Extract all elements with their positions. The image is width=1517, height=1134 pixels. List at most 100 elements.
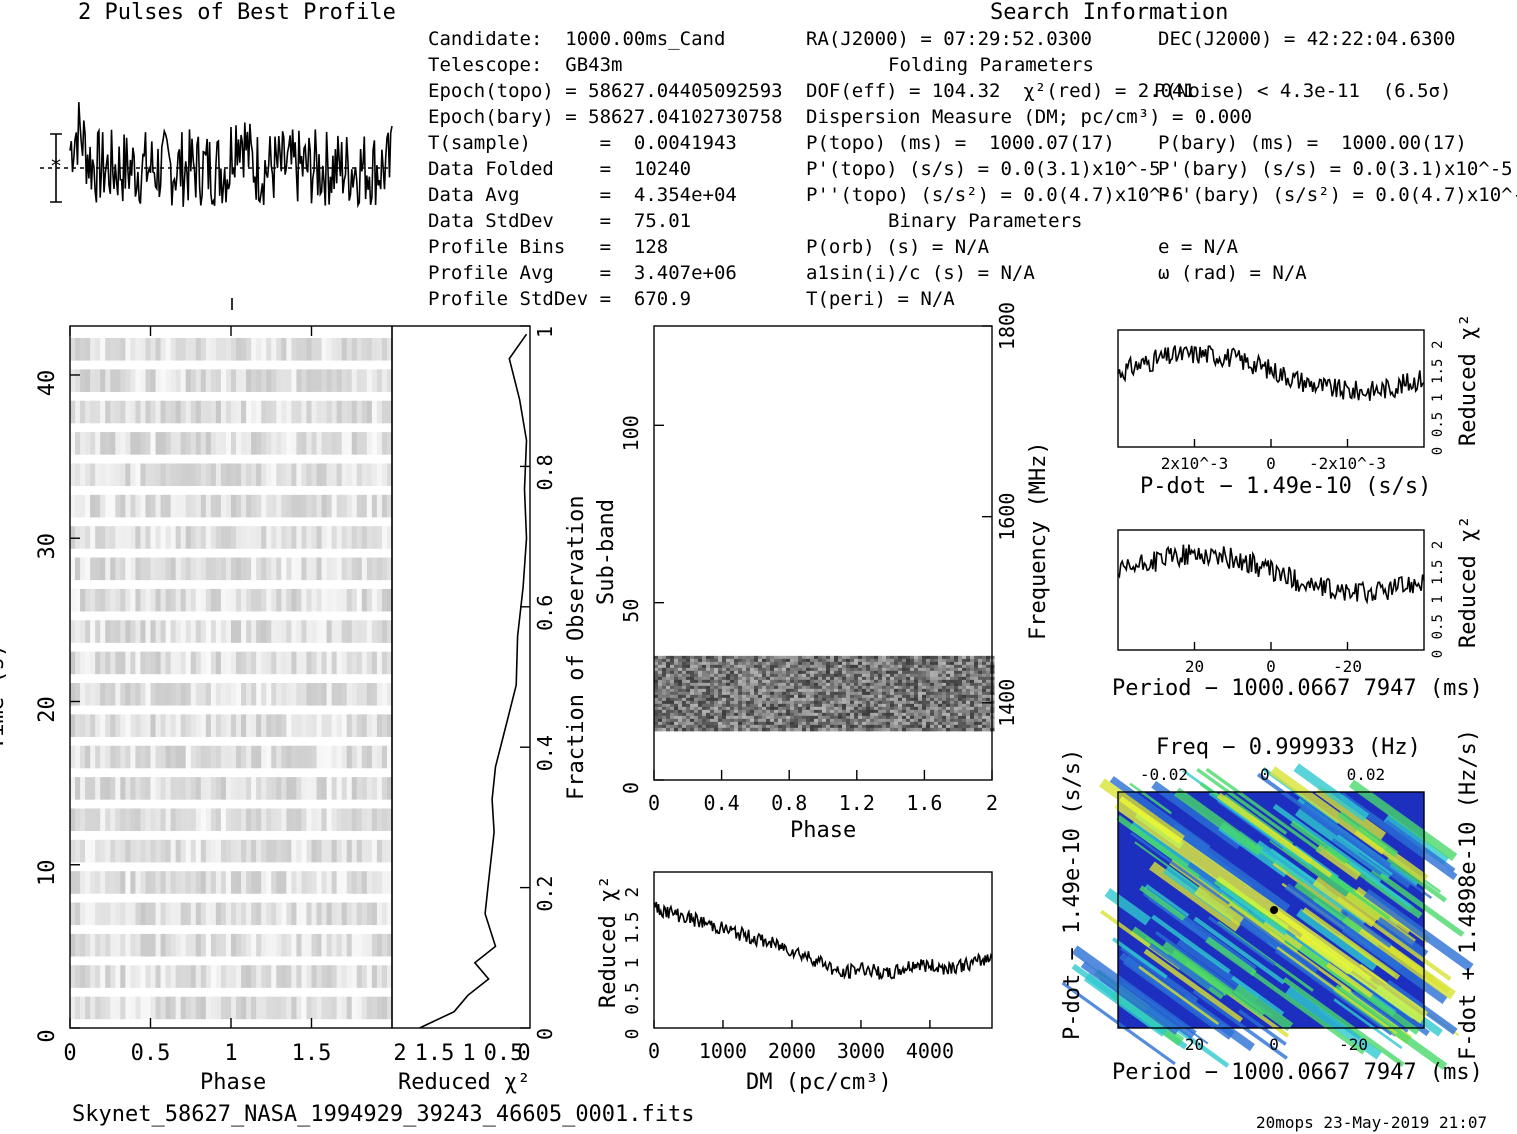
time-phase-cell bbox=[236, 902, 242, 926]
subband-cell bbox=[658, 691, 663, 696]
subband-cell bbox=[878, 676, 883, 681]
subband-cell bbox=[930, 664, 935, 669]
time-phase-cell bbox=[266, 839, 272, 863]
subband-cell bbox=[718, 715, 723, 720]
subband-cell bbox=[870, 673, 875, 678]
time-phase-cell bbox=[190, 620, 197, 643]
time-phase-cell bbox=[225, 588, 232, 612]
subband-cell bbox=[670, 715, 675, 720]
subband-cell bbox=[814, 727, 819, 732]
time-phase-cell bbox=[251, 839, 257, 863]
subband-cell bbox=[730, 691, 735, 696]
subband-cell bbox=[878, 712, 883, 717]
time-phase-cell bbox=[125, 369, 131, 392]
time-phase-cell bbox=[220, 494, 227, 518]
dm-chi2-tick-label: 1 bbox=[622, 958, 643, 969]
subband-cell bbox=[774, 706, 779, 711]
subband-cell bbox=[922, 727, 927, 732]
time-phase-cell bbox=[120, 933, 126, 957]
time-phase-cell bbox=[115, 902, 121, 926]
time-phase-cell bbox=[296, 526, 302, 549]
subband-cell bbox=[954, 718, 959, 723]
time-phase-cell bbox=[70, 839, 76, 863]
subband-cell bbox=[922, 706, 927, 711]
subband-cell bbox=[882, 679, 887, 684]
time-phase-cell bbox=[90, 557, 96, 581]
subband-cell bbox=[950, 712, 955, 717]
time-phase-cell bbox=[356, 808, 363, 832]
time-phase-cell bbox=[371, 714, 378, 737]
subband-cell bbox=[774, 700, 779, 705]
time-phase-cell bbox=[311, 526, 318, 549]
subband-cell bbox=[810, 679, 815, 684]
subband-cell bbox=[882, 709, 887, 714]
time-phase-cell bbox=[301, 933, 307, 957]
subband-cell bbox=[698, 664, 703, 669]
time-phase-cell bbox=[251, 902, 257, 926]
ppdot-stripe bbox=[1333, 998, 1403, 1050]
subband-cell bbox=[678, 718, 683, 723]
subband-cell bbox=[838, 685, 843, 690]
time-phase-cell bbox=[80, 463, 86, 487]
time-phase-cell bbox=[100, 494, 106, 518]
subband-cell bbox=[938, 715, 943, 720]
time-phase-cell bbox=[70, 588, 76, 612]
subband-cell bbox=[706, 700, 711, 705]
subband-cell bbox=[830, 703, 835, 708]
subband-cell bbox=[654, 718, 659, 723]
subband-cell bbox=[694, 664, 699, 669]
subband-cell bbox=[690, 697, 695, 702]
subband-cell bbox=[774, 676, 779, 681]
time-phase-cell bbox=[160, 651, 167, 675]
subband-cell bbox=[758, 724, 763, 729]
subband-cell bbox=[658, 676, 663, 681]
time-phase-cell bbox=[215, 494, 222, 518]
subband-cell bbox=[934, 667, 939, 672]
time-phase-cell bbox=[386, 996, 393, 1020]
subband-cell bbox=[818, 712, 823, 717]
subband-cell bbox=[890, 700, 895, 705]
subband-cell bbox=[754, 658, 759, 663]
subband-cell bbox=[962, 673, 967, 678]
time-phase-cell bbox=[70, 463, 76, 487]
subband-cell bbox=[754, 715, 759, 720]
time-phase-cell bbox=[316, 463, 323, 487]
subband-cell bbox=[938, 655, 943, 660]
time-phase-cell bbox=[130, 777, 136, 800]
subband-cell bbox=[886, 682, 891, 687]
subband-cell bbox=[910, 718, 915, 723]
freq-tick-label: 1400 bbox=[995, 679, 1019, 727]
subband-cell bbox=[882, 670, 887, 675]
time-phase-cell bbox=[271, 557, 277, 581]
subband-cell bbox=[930, 706, 935, 711]
subband-cell bbox=[946, 703, 951, 708]
time-phase-cell bbox=[140, 463, 146, 487]
subband-cell bbox=[766, 718, 771, 723]
time-phase-cell bbox=[241, 651, 247, 675]
subband-cell bbox=[806, 655, 811, 660]
time-phase-cell bbox=[286, 588, 292, 612]
subband-cell bbox=[718, 709, 723, 714]
subband-cell bbox=[858, 700, 863, 705]
subband-cell bbox=[982, 682, 987, 687]
subband-cell bbox=[750, 709, 755, 714]
time-phase-cell bbox=[90, 933, 96, 957]
subband-cell bbox=[798, 727, 803, 732]
time-phase-cell bbox=[95, 996, 101, 1020]
subband-cell bbox=[910, 691, 915, 696]
subband-cell bbox=[938, 658, 943, 663]
subband-cell bbox=[670, 673, 675, 678]
subband-cell bbox=[962, 697, 967, 702]
subband-cell bbox=[730, 718, 735, 723]
time-phase-cell bbox=[356, 526, 363, 549]
subband-cell bbox=[902, 718, 907, 723]
time-phase-cell bbox=[306, 432, 312, 455]
time-phase-cell bbox=[210, 432, 217, 455]
ppdot-top-tick-label: -0.02 bbox=[1140, 765, 1188, 784]
subband-cell bbox=[882, 673, 887, 678]
time-phase-cell bbox=[105, 338, 111, 361]
subband-cell bbox=[878, 661, 883, 666]
subband-cell bbox=[874, 715, 879, 720]
time-phase-cell bbox=[180, 839, 187, 863]
time-phase-cell bbox=[236, 683, 242, 706]
